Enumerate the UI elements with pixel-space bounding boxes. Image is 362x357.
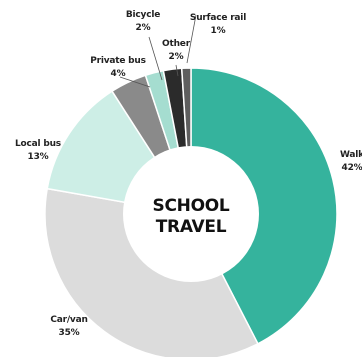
- slice-walk: [190, 67, 338, 345]
- leader-line-private-bus: [119, 76, 151, 88]
- label-name-other: Other: [162, 39, 191, 49]
- label-name-surface-rail: Surface rail: [190, 13, 246, 23]
- label-value-walk: 42%: [342, 163, 362, 173]
- label-name-local-bus: Local bus: [15, 139, 61, 149]
- label-value-bicycle: 2%: [136, 23, 151, 33]
- donut-slices: [44, 67, 338, 357]
- label-name-walk: Walk: [340, 150, 362, 160]
- leader-lines: [119, 14, 197, 88]
- center-title-line-2: TRAVEL: [156, 217, 227, 237]
- label-value-surface-rail: 1%: [211, 26, 226, 36]
- label-value-private-bus: 4%: [111, 69, 126, 79]
- center-title-line-1: SCHOOL: [153, 196, 230, 216]
- donut-hole: [123, 146, 259, 282]
- leader-line-bicycle: [148, 36, 163, 81]
- slice-labels: Walk 42% Car/van 35% Local bus 13% Private bus…: [15, 10, 362, 338]
- leader-line-surface-rail: [186, 14, 197, 64]
- slice-car-van: [44, 187, 259, 357]
- label-name-private-bus: Private bus: [90, 56, 146, 66]
- label-name-bicycle: Bicycle: [126, 10, 160, 20]
- label-value-car-van: 35%: [59, 328, 80, 338]
- label-name-car-van: Car/van: [50, 315, 87, 325]
- label-value-other: 2%: [169, 52, 184, 62]
- label-value-local-bus: 13%: [28, 152, 49, 162]
- leader-line-other: [175, 64, 179, 77]
